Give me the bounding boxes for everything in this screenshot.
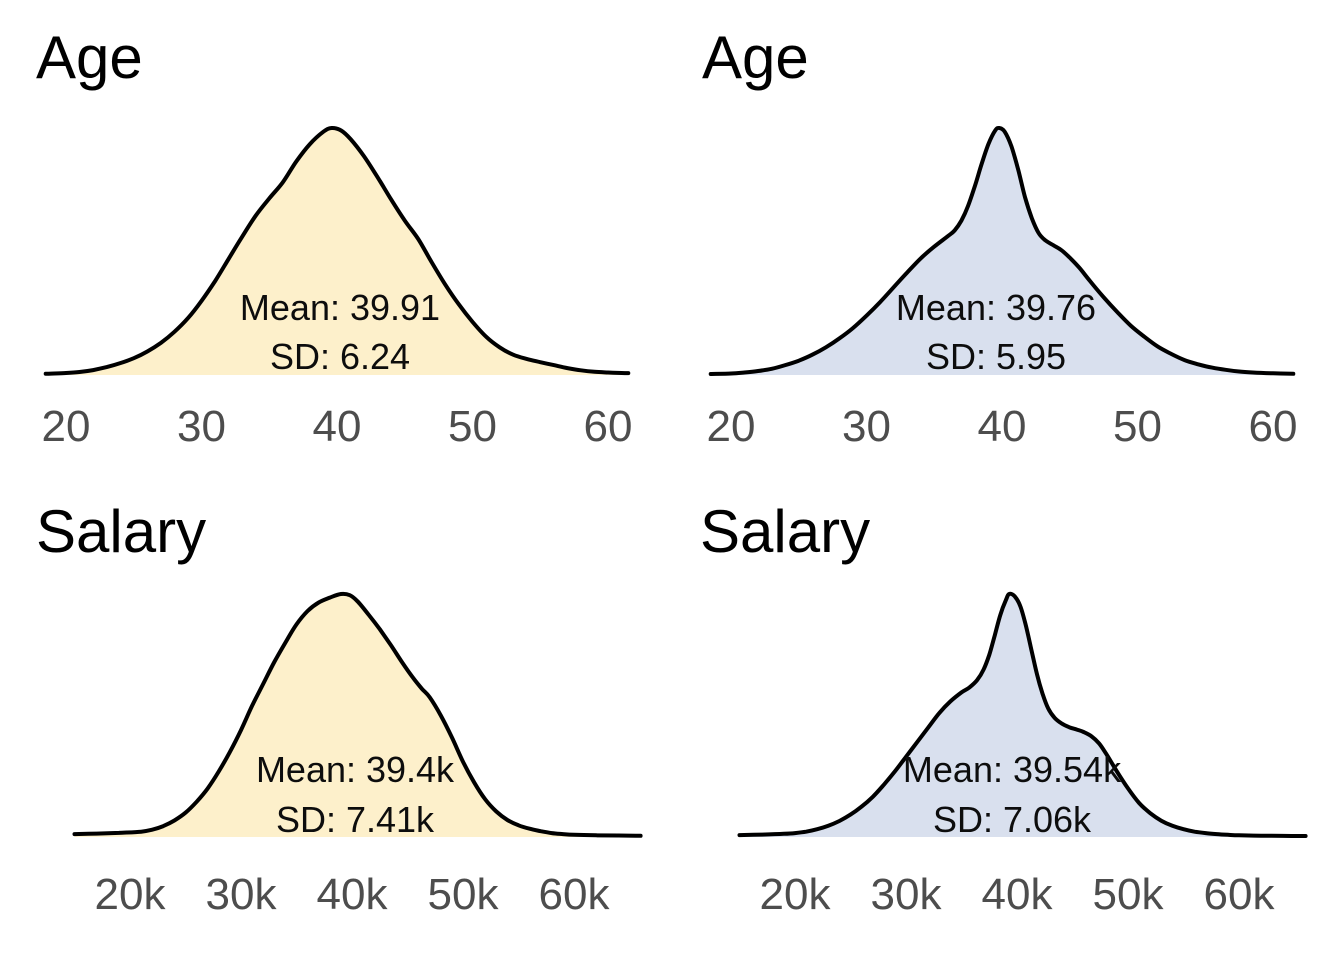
panel-age-left: Age Mean: 39.91 SD: 6.24 20 30 40 50 60 xyxy=(0,0,672,480)
x-tick-label: 30 xyxy=(842,402,891,451)
sd-annotation: SD: 5.95 xyxy=(925,336,1067,377)
x-tick-label: 50 xyxy=(1113,402,1162,451)
density-outline xyxy=(708,125,1296,376)
x-tick-label: 60 xyxy=(1248,402,1298,451)
panel-title: Salary xyxy=(36,498,207,565)
density-outline xyxy=(737,591,1308,838)
panel-title: Age xyxy=(36,24,143,91)
x-tick-label: 30k xyxy=(205,870,277,919)
x-tick-label: 30k xyxy=(870,870,942,919)
x-tick-label: 60k xyxy=(1203,870,1275,919)
panel-salary-left: Salary Mean: 39.4k SD: 7.41k 20k 30k 40k 50… xyxy=(0,480,672,960)
density-area xyxy=(710,127,1294,375)
sd-annotation: SD: 7.41k xyxy=(275,799,435,840)
panel-title: Salary xyxy=(700,498,871,565)
density-outline xyxy=(43,125,631,376)
panel-age-right: Age Mean: 39.76 SD: 5.95 20 30 40 50 60 xyxy=(672,0,1344,480)
panel-title: Age xyxy=(702,24,809,91)
density-outline xyxy=(72,591,643,838)
salary-right-density-chart xyxy=(737,591,1308,838)
age-left-density-chart xyxy=(43,125,631,376)
x-tick-label: 60k xyxy=(538,870,610,919)
x-tick-label: 20 xyxy=(706,402,756,451)
mean-annotation: Mean: 39.91 xyxy=(239,287,441,328)
x-tick-label: 60 xyxy=(583,402,633,451)
x-tick-label: 50k xyxy=(1092,870,1164,919)
sd-annotation: SD: 7.06k xyxy=(932,799,1092,840)
age-right-density-chart xyxy=(708,125,1296,376)
x-tick-label: 40k xyxy=(981,870,1053,919)
sd-annotation: SD: 6.24 xyxy=(269,336,411,377)
x-tick-label: 40 xyxy=(977,402,1027,451)
density-area xyxy=(739,593,1306,837)
mean-annotation: Mean: 39.54k xyxy=(902,749,1122,790)
x-tick-label: 30 xyxy=(177,402,226,451)
x-tick-label: 20k xyxy=(759,870,831,919)
mean-annotation: Mean: 39.76 xyxy=(895,287,1097,328)
x-tick-label: 50 xyxy=(448,402,497,451)
x-tick-label: 40k xyxy=(316,870,388,919)
x-tick-label: 20k xyxy=(94,870,166,919)
salary-left-density-chart xyxy=(72,591,643,838)
density-area xyxy=(45,127,629,376)
mean-annotation: Mean: 39.4k xyxy=(255,749,455,790)
x-tick-label: 20 xyxy=(41,402,91,451)
x-tick-label: 50k xyxy=(427,870,499,919)
x-tick-label: 40 xyxy=(312,402,362,451)
panel-salary-right: Salary Mean: 39.54k SD: 7.06k 20k 30k 40k 5… xyxy=(672,480,1344,960)
